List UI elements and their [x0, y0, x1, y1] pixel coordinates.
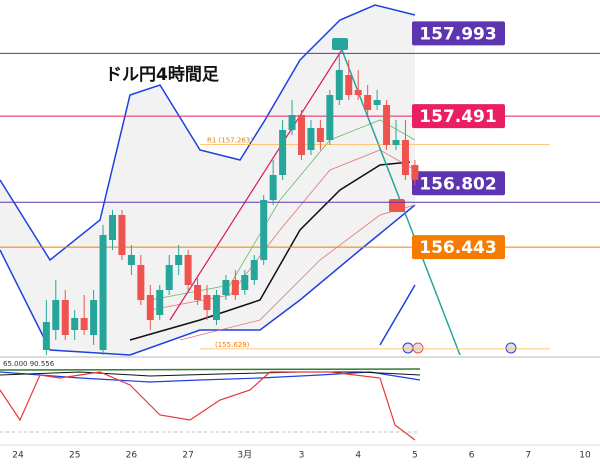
candle-body	[269, 175, 277, 200]
candle-body	[194, 285, 202, 300]
candle-body	[260, 200, 268, 260]
candle-body	[335, 70, 343, 100]
x-tick-label: 7	[525, 451, 531, 461]
candle-body	[383, 105, 391, 145]
candle-body	[411, 165, 419, 180]
level-badge	[412, 171, 505, 196]
candle-body	[118, 215, 126, 255]
x-tick-label: 26	[126, 451, 138, 461]
x-tick-label: 24	[12, 451, 24, 461]
candle-body	[184, 255, 192, 285]
candle-body	[156, 290, 164, 315]
pivot-label: R1 (157.263)	[207, 137, 253, 145]
candle-body	[307, 128, 315, 150]
x-tick-label: 5	[412, 451, 418, 461]
candle-body	[127, 255, 135, 265]
candle-body	[316, 128, 324, 142]
candle-body	[222, 280, 230, 295]
chart-title: ドル円4時間足	[105, 64, 219, 85]
level-label: 156.443	[419, 238, 496, 258]
candle-body	[364, 95, 372, 110]
x-tick-label: 4	[355, 451, 361, 461]
x-tick-label: 27	[182, 451, 193, 461]
x-tick-label: 6	[469, 451, 475, 461]
candle-body	[203, 295, 211, 310]
x-tick-label: 3	[299, 451, 305, 461]
level-badge	[412, 104, 505, 129]
candle-body	[373, 100, 381, 105]
candle-body	[326, 95, 334, 140]
candle-body	[345, 75, 353, 95]
level-label: 157.491	[419, 107, 496, 127]
candle-body	[99, 235, 107, 350]
candle-body	[298, 115, 305, 155]
candle-body	[279, 130, 287, 175]
level-label: 157.993	[419, 24, 496, 44]
candle-body	[71, 318, 79, 330]
candle-body	[61, 300, 69, 335]
candle-body	[146, 295, 154, 320]
x-tick-label: 3月	[237, 450, 252, 461]
pivot-label: (155.629)	[215, 341, 250, 349]
level-badge	[412, 21, 505, 46]
candle-body	[165, 265, 173, 290]
level-badge	[412, 235, 505, 260]
candle-body	[392, 140, 400, 145]
oscillator-label: 65.000 90.556	[3, 360, 55, 368]
candle-body	[42, 322, 50, 350]
candle-body	[212, 295, 220, 320]
candle-body	[250, 260, 258, 280]
candle-body	[52, 300, 60, 330]
candle-body	[80, 318, 88, 330]
candle-body	[231, 280, 239, 295]
candle-body	[288, 115, 296, 130]
candle-body	[175, 255, 183, 265]
x-tick-label: 25	[69, 451, 80, 461]
candle-body	[401, 140, 409, 175]
x-tick-label: 10	[579, 451, 591, 461]
candle-body	[241, 275, 249, 290]
candle-body	[90, 300, 98, 335]
candle-body	[137, 265, 145, 300]
candle-body	[354, 90, 362, 95]
candle-body	[109, 215, 116, 240]
level-label: 156.802	[419, 174, 496, 194]
oscillator-panel: 65.000 90.556	[0, 356, 600, 441]
